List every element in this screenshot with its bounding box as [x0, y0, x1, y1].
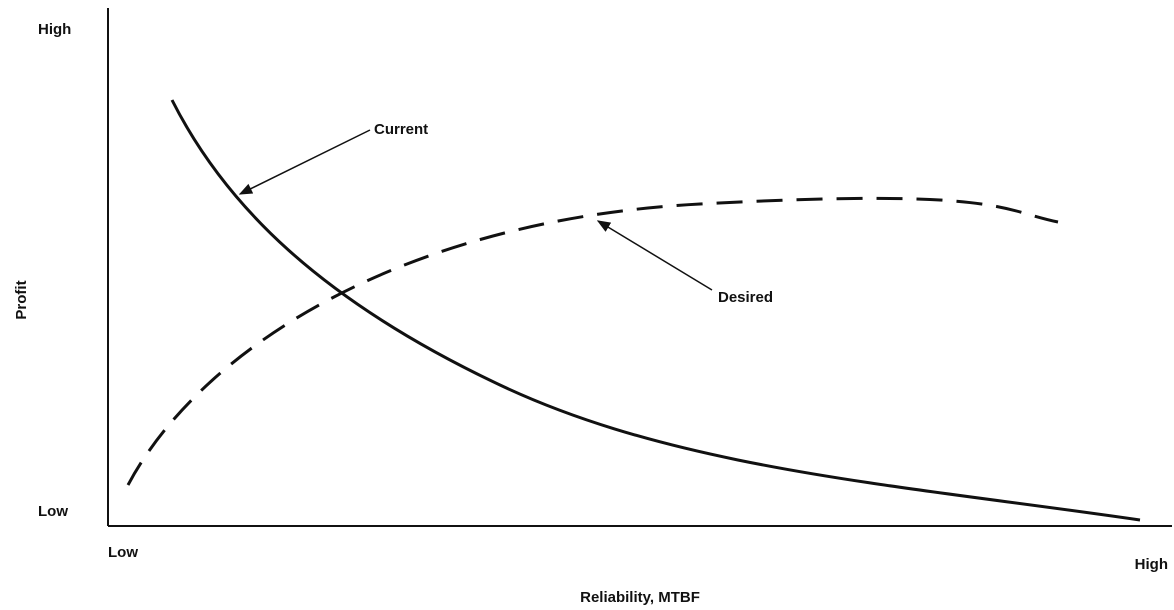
desired-curve [126, 196, 1059, 486]
y-axis-title: Profit [13, 280, 30, 319]
y-low-label: Low [38, 503, 68, 520]
x-low-label: Low [108, 544, 138, 561]
y-high-label: High [38, 21, 71, 38]
current-curve [170, 99, 1141, 522]
x-axis-title: Reliability, MTBF [580, 589, 700, 606]
desired-label: Desired [718, 289, 773, 306]
current-label: Current [374, 121, 428, 138]
x-high-label: High [1135, 556, 1168, 573]
desired-arrow [596, 220, 713, 291]
current-arrow [238, 129, 371, 195]
